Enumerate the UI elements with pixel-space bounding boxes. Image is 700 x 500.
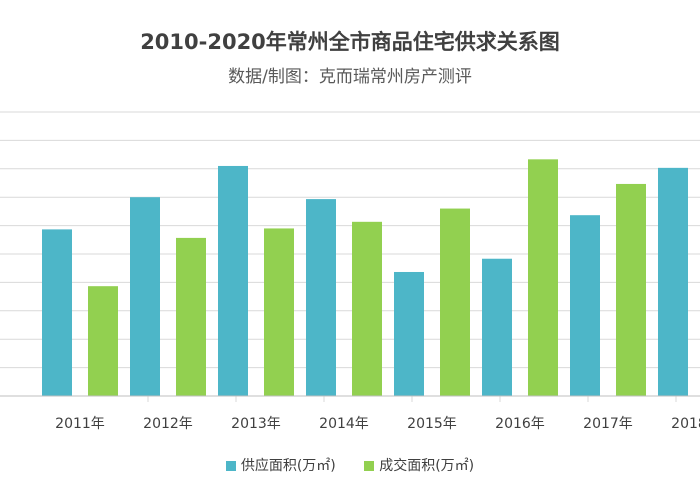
bar-supply-2016年 (482, 258, 512, 396)
x-tick-label: 2013年 (231, 416, 281, 432)
bar-transaction-2012年 (176, 237, 206, 396)
legend-swatch-supply (225, 461, 236, 471)
bar-supply-2011年 (42, 229, 72, 396)
legend-swatch-transaction (364, 461, 375, 471)
legend-item-supply: 供应面积(万㎡) (225, 455, 336, 475)
bar-transaction-2014年 (352, 221, 382, 396)
bar-transaction-2015年 (440, 208, 470, 396)
bar-supply-2018年 (658, 167, 688, 396)
legend: 供应面积(万㎡) 成交面积(万㎡) (0, 455, 700, 475)
bar-transaction-2011年 (88, 286, 118, 396)
legend-label-supply: 供应面积(万㎡) (240, 458, 336, 474)
bar-supply-2014年 (306, 199, 336, 396)
bar-supply-2013年 (218, 165, 248, 396)
legend-label-transaction: 成交面积(万㎡) (379, 458, 475, 474)
bar-transaction-2017年 (616, 183, 646, 396)
x-tick-label: 2016年 (495, 416, 545, 432)
x-tick-label: 2017年 (583, 416, 633, 432)
bar-transaction-2013年 (264, 228, 294, 396)
x-tick-label: 2012年 (143, 416, 193, 432)
bar-supply-2012年 (130, 197, 160, 396)
bar-transaction-2016年 (528, 159, 558, 396)
x-tick-label: 2014年 (319, 416, 369, 432)
x-tick-label: 2015年 (407, 416, 457, 432)
bar-supply-2015年 (394, 271, 424, 396)
legend-item-transaction: 成交面积(万㎡) (364, 455, 474, 475)
x-tick-label: 2011年 (55, 416, 105, 432)
chart-subtitle: 数据/制图：克而瑞常州房产测评 (228, 67, 472, 87)
x-tick-label: 2018年 (671, 416, 700, 432)
bar-supply-2017年 (570, 215, 600, 396)
chart-title: 2010-2020年常州全市商品住宅供求关系图 (140, 30, 560, 54)
